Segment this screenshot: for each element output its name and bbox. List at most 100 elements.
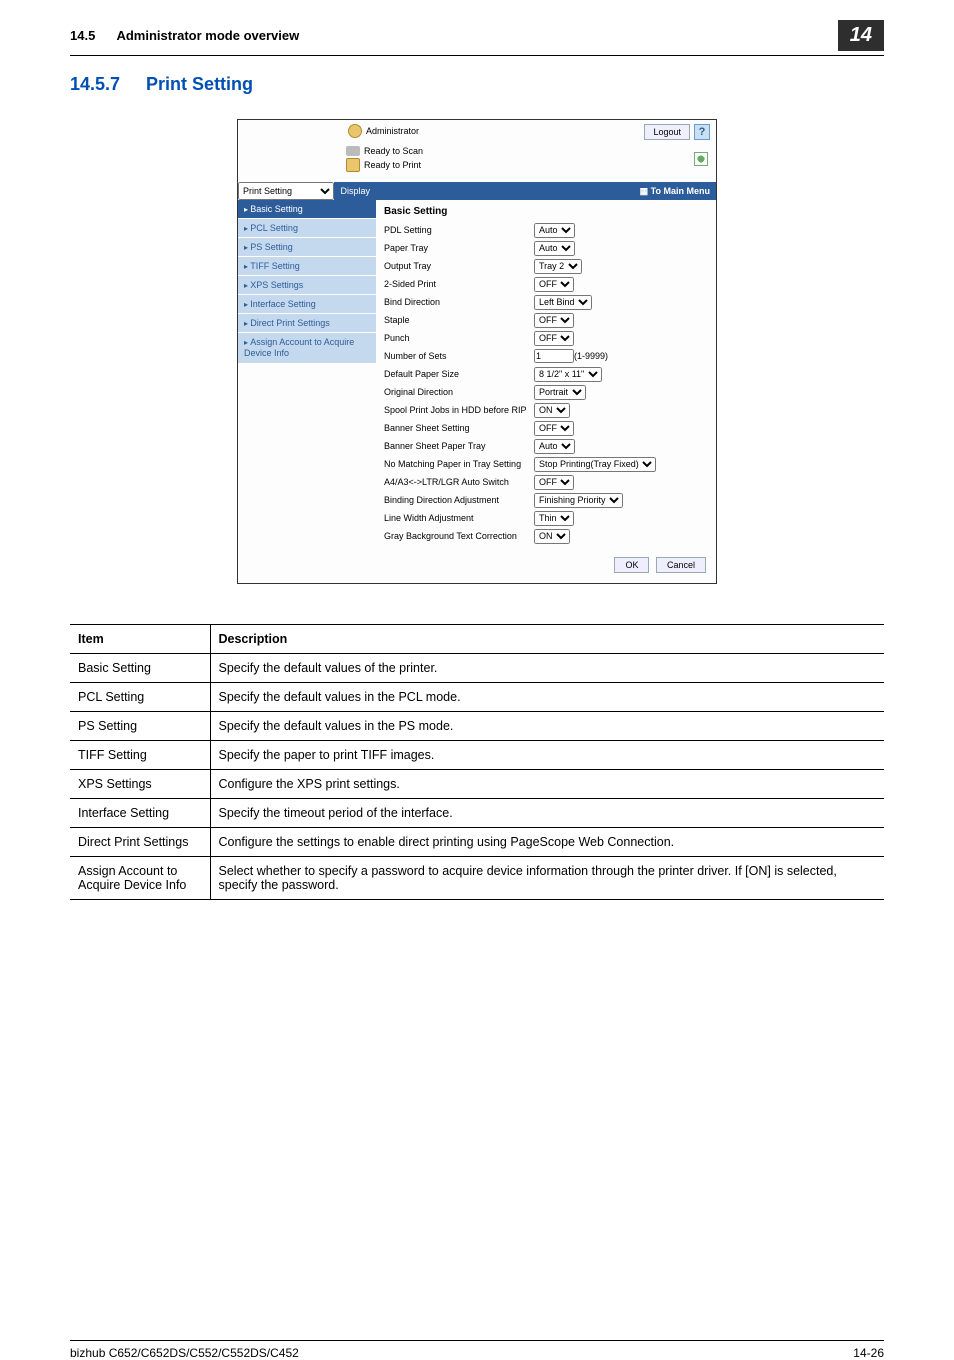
form-row-label: Line Width Adjustment — [384, 513, 534, 523]
table-cell-desc: Specify the default values in the PCL mo… — [210, 683, 884, 712]
heading-title: Print Setting — [146, 74, 253, 95]
form-row: Output TrayTray 2 — [384, 257, 708, 275]
printer-icon — [346, 158, 360, 172]
table-head-desc: Description — [210, 625, 884, 654]
refresh-icon[interactable]: ⟳ — [694, 152, 708, 166]
form-row: Binding Direction AdjustmentFinishing Pr… — [384, 491, 708, 509]
form-row: Bind DirectionLeft Bind — [384, 293, 708, 311]
form-row-label: Banner Sheet Setting — [384, 423, 534, 433]
form-row-label: Original Direction — [384, 387, 534, 397]
table-cell-desc: Specify the default values in the PS mod… — [210, 712, 884, 741]
cancel-button[interactable]: Cancel — [656, 557, 706, 573]
footer-model: bizhub C652/C652DS/C552/C552DS/C452 — [70, 1346, 299, 1360]
form-row: Banner Sheet Paper TrayAuto — [384, 437, 708, 455]
form-row-select[interactable]: ON — [534, 403, 570, 418]
form-row-label: PDL Setting — [384, 225, 534, 235]
form-row-label: Paper Tray — [384, 243, 534, 253]
form-row-select[interactable]: Portrait — [534, 385, 586, 400]
help-icon[interactable]: ? — [694, 124, 710, 140]
form-row-label: Binding Direction Adjustment — [384, 495, 534, 505]
footer-page: 14-26 — [853, 1346, 884, 1360]
form-row-label: Staple — [384, 315, 534, 325]
display-button[interactable]: Display — [334, 182, 376, 200]
table-row: PCL SettingSpecify the default values in… — [70, 683, 884, 712]
form-row: PDL SettingAuto — [384, 221, 708, 239]
category-select[interactable]: Print Setting — [238, 182, 334, 200]
table-row: Assign Account to Acquire Device InfoSel… — [70, 857, 884, 900]
form-row-select[interactable]: OFF — [534, 331, 574, 346]
to-main-menu-link[interactable]: To Main Menu — [640, 186, 710, 197]
form-row-label: Bind Direction — [384, 297, 534, 307]
form-row-select[interactable]: OFF — [534, 475, 574, 490]
form-row-select[interactable]: OFF — [534, 421, 574, 436]
form-row: StapleOFF — [384, 311, 708, 329]
logout-button[interactable]: Logout — [644, 124, 690, 140]
form-row: Number of Sets (1-9999) — [384, 347, 708, 365]
side-nav: Basic Setting PCL Setting PS Setting TIF… — [238, 200, 376, 364]
admin-screenshot: Administrator Logout ? Ready to Scan Rea… — [237, 119, 717, 584]
form-row-label: Number of Sets — [384, 351, 534, 361]
section-number: 14.5 — [70, 28, 95, 43]
table-cell-item: Interface Setting — [70, 799, 210, 828]
number-of-sets-input[interactable] — [534, 349, 574, 363]
form-row: Paper TrayAuto — [384, 239, 708, 257]
form-row-label: Output Tray — [384, 261, 534, 271]
nav-direct-print-settings[interactable]: Direct Print Settings — [238, 314, 376, 333]
user-label: Administrator — [366, 126, 419, 136]
heading-number: 14.5.7 — [70, 74, 120, 95]
nav-pcl-setting[interactable]: PCL Setting — [238, 219, 376, 238]
table-cell-item: XPS Settings — [70, 770, 210, 799]
form-row-select[interactable]: OFF — [534, 313, 574, 328]
form-row-select[interactable]: Stop Printing(Tray Fixed) — [534, 457, 656, 472]
table-row: Direct Print SettingsConfigure the setti… — [70, 828, 884, 857]
form-row: Gray Background Text CorrectionON — [384, 527, 708, 545]
form-row-select[interactable]: OFF — [534, 277, 574, 292]
nav-interface-setting[interactable]: Interface Setting — [238, 295, 376, 314]
form-row-select[interactable]: Tray 2 — [534, 259, 582, 274]
section-title: Administrator mode overview — [116, 28, 299, 43]
form-row: No Matching Paper in Tray SettingStop Pr… — [384, 455, 708, 473]
table-row: PS SettingSpecify the default values in … — [70, 712, 884, 741]
table-cell-item: PCL Setting — [70, 683, 210, 712]
panel-title: Basic Setting — [376, 200, 716, 221]
form-row: 2-Sided PrintOFF — [384, 275, 708, 293]
table-cell-item: Direct Print Settings — [70, 828, 210, 857]
table-cell-desc: Specify the timeout period of the interf… — [210, 799, 884, 828]
table-row: Interface SettingSpecify the timeout per… — [70, 799, 884, 828]
form-row: A4/A3<->LTR/LGR Auto SwitchOFF — [384, 473, 708, 491]
form-row-label: A4/A3<->LTR/LGR Auto Switch — [384, 477, 534, 487]
table-cell-desc: Configure the settings to enable direct … — [210, 828, 884, 857]
form-row-select[interactable]: Auto — [534, 223, 575, 238]
page-header: 14.5 Administrator mode overview 14 — [70, 20, 884, 56]
nav-xps-settings[interactable]: XPS Settings — [238, 276, 376, 295]
form-row: Default Paper Size8 1/2" x 11" — [384, 365, 708, 383]
form-row-label: 2-Sided Print — [384, 279, 534, 289]
ok-button[interactable]: OK — [614, 557, 649, 573]
section-heading: 14.5.7 Print Setting — [70, 74, 884, 95]
form-row-label: Spool Print Jobs in HDD before RIP — [384, 405, 534, 415]
form-row-select[interactable]: 8 1/2" x 11" — [534, 367, 602, 382]
form-row: Line Width AdjustmentThin — [384, 509, 708, 527]
table-cell-item: Assign Account to Acquire Device Info — [70, 857, 210, 900]
table-cell-item: TIFF Setting — [70, 741, 210, 770]
form-row: Original DirectionPortrait — [384, 383, 708, 401]
nav-basic-setting[interactable]: Basic Setting — [238, 200, 376, 219]
form-row-select[interactable]: Left Bind — [534, 295, 592, 310]
form-row-label: Gray Background Text Correction — [384, 531, 534, 541]
nav-tiff-setting[interactable]: TIFF Setting — [238, 257, 376, 276]
form-row-select[interactable]: Finishing Priority — [534, 493, 623, 508]
nav-ps-setting[interactable]: PS Setting — [238, 238, 376, 257]
form-row-select[interactable]: Auto — [534, 439, 575, 454]
form-row-label: Banner Sheet Paper Tray — [384, 441, 534, 451]
form-row-select[interactable]: ON — [534, 529, 570, 544]
chapter-badge: 14 — [838, 20, 884, 51]
user-icon — [348, 124, 362, 138]
form-row-label: Punch — [384, 333, 534, 343]
table-cell-desc: Specify the paper to print TIFF images. — [210, 741, 884, 770]
table-row: TIFF SettingSpecify the paper to print T… — [70, 741, 884, 770]
form-row-select[interactable]: Thin — [534, 511, 574, 526]
form-row-select[interactable]: Auto — [534, 241, 575, 256]
nav-assign-account[interactable]: Assign Account to Acquire Device Info — [238, 333, 376, 364]
ready-scan-label: Ready to Scan — [364, 146, 423, 156]
scanner-icon — [346, 146, 360, 156]
